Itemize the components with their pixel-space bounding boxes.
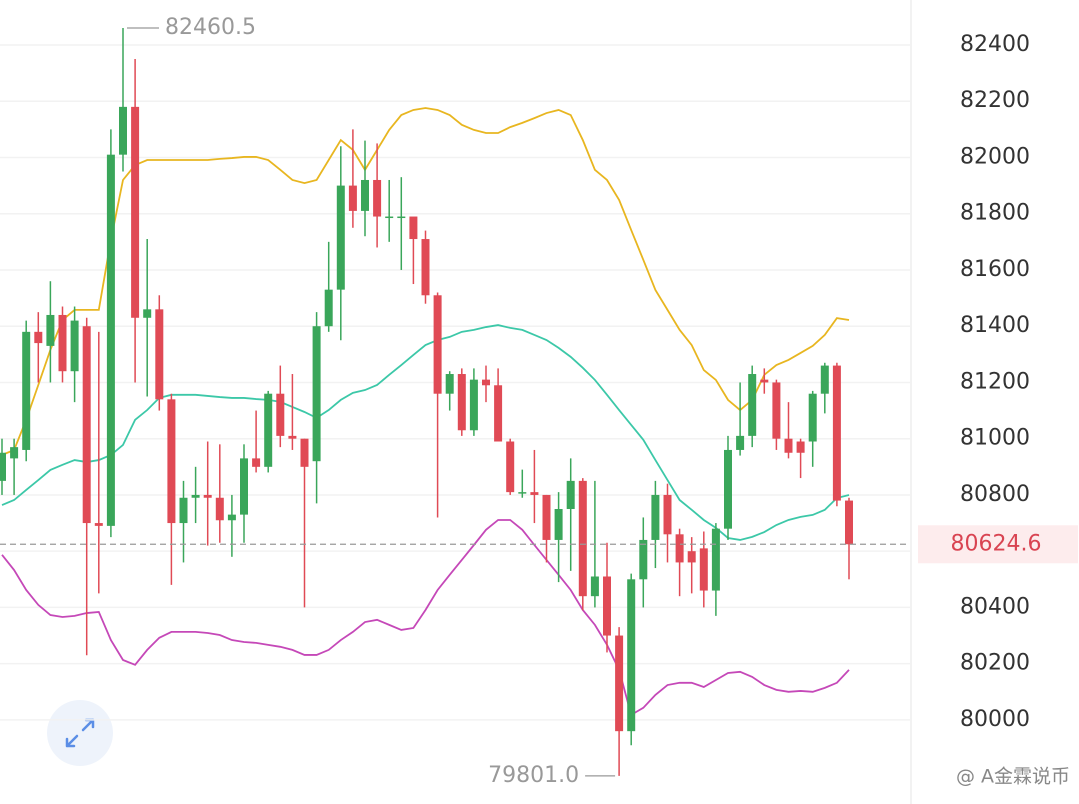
candle-body	[506, 441, 515, 493]
candle-body	[10, 447, 19, 459]
candle-body	[179, 497, 188, 524]
watermark: @ A金霖说币	[956, 766, 1070, 788]
candle-body	[252, 458, 261, 467]
candle-body	[70, 320, 79, 372]
candle-body	[578, 480, 587, 597]
min-marker-label: 79801.0	[488, 763, 579, 788]
candle-body	[264, 393, 273, 467]
candle-body	[518, 492, 527, 494]
y-tick-label: 81800	[960, 201, 1030, 226]
y-tick-label: 81600	[960, 257, 1030, 282]
expand-button-bg[interactable]	[47, 700, 113, 766]
candle-body	[482, 379, 490, 386]
expand-icon[interactable]	[65, 718, 95, 748]
candle-body	[143, 309, 152, 318]
candle-body	[590, 576, 599, 597]
candle-body	[457, 374, 466, 431]
candle-body	[615, 635, 624, 732]
candle-body	[687, 551, 696, 563]
expand-button[interactable]	[47, 700, 113, 766]
y-tick-label: 80800	[960, 482, 1030, 507]
candle-body	[772, 382, 781, 439]
candle-body	[240, 458, 248, 515]
candle-body	[663, 494, 672, 535]
candle-body	[409, 216, 418, 240]
candle-body	[215, 497, 224, 521]
candle-body	[445, 374, 454, 394]
last-price-label: 80624.6	[951, 531, 1042, 556]
candle-body	[699, 548, 708, 591]
y-tick-label: 81000	[960, 426, 1030, 451]
y-tick-label: 81400	[960, 313, 1030, 338]
band-line	[1, 519, 850, 717]
candle-body	[433, 295, 442, 394]
y-tick-label: 80000	[960, 707, 1030, 732]
candle-body	[361, 179, 369, 211]
candle-body	[22, 331, 31, 450]
candle-body	[167, 399, 176, 524]
y-tick-label: 80400	[960, 594, 1030, 619]
candle-body	[784, 438, 793, 453]
candle-body	[191, 494, 200, 498]
candle-body	[203, 494, 212, 498]
candle-body	[119, 106, 127, 155]
candle-body	[94, 523, 103, 526]
candle-body	[796, 441, 805, 453]
candle-body	[748, 374, 757, 436]
candle-body	[300, 438, 309, 467]
candle-body	[276, 393, 285, 436]
candle-body	[0, 452, 6, 481]
candle-body	[627, 579, 636, 732]
candle-body	[106, 154, 115, 526]
candle-body	[46, 314, 55, 346]
candle-body	[324, 289, 333, 327]
candle-body	[421, 239, 430, 296]
candle-body	[82, 326, 91, 524]
candle-body	[711, 528, 720, 591]
candle-body	[397, 216, 406, 219]
candle-body	[312, 326, 321, 462]
candle-body	[385, 216, 394, 219]
band-line	[1, 324, 850, 541]
candle-body	[34, 331, 43, 344]
candle-body	[808, 393, 817, 442]
candle-body	[736, 435, 745, 450]
y-tick-label: 82400	[960, 32, 1030, 57]
candle-body	[542, 494, 551, 540]
y-tick-label: 81200	[960, 369, 1030, 394]
candle-body	[639, 539, 648, 580]
candle-body	[131, 106, 140, 318]
last-price-bg	[918, 525, 1078, 564]
candle-body	[651, 494, 660, 540]
candle-body	[494, 385, 503, 442]
candle-body	[530, 492, 539, 495]
max-marker-label: 82460.5	[165, 15, 256, 40]
candle-body	[566, 480, 575, 510]
band-line	[1, 107, 850, 456]
candle-body	[373, 179, 382, 217]
candle-body	[845, 500, 853, 545]
candle-body	[348, 185, 357, 211]
candle-body	[227, 514, 236, 521]
candle-body	[724, 449, 732, 529]
candle-body	[603, 576, 611, 636]
candle-body	[336, 185, 345, 290]
y-tick-label: 80200	[960, 651, 1030, 676]
y-tick-label: 82200	[960, 88, 1030, 113]
candle-body	[155, 309, 164, 400]
candle-body	[675, 534, 684, 563]
candle-body	[554, 509, 563, 540]
candle-body	[469, 379, 478, 431]
candle-body	[288, 435, 297, 439]
candle-body	[820, 365, 829, 394]
y-tick-label: 82000	[960, 144, 1030, 169]
candle-body	[760, 379, 769, 383]
candle-body	[58, 314, 67, 372]
candle-body	[832, 365, 841, 501]
